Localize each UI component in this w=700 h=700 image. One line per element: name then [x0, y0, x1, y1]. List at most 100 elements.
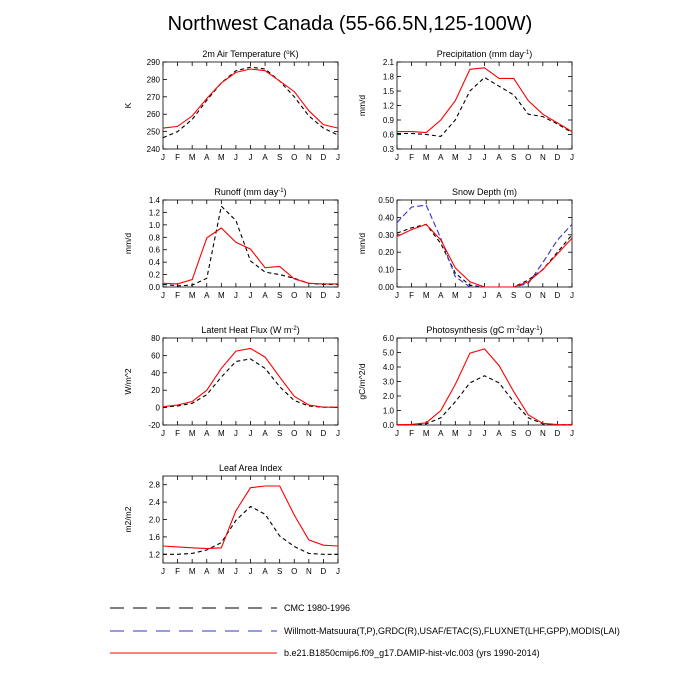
series-line-model: [162, 347, 338, 408]
y-tick-label: 0.4: [149, 258, 161, 267]
x-tick-label: A: [496, 429, 502, 438]
series-line-model: [396, 348, 573, 426]
x-tick-label: J: [483, 429, 487, 438]
x-tick-label: J: [249, 567, 253, 576]
series-line-obs: [396, 375, 572, 426]
x-tick-label: J: [161, 567, 165, 576]
x-tick-label: O: [291, 291, 297, 300]
x-tick-label: S: [277, 567, 282, 576]
panel-precipitation-mm-day-1: Precipitation (mm day-1) 0.3 0.6 0.9 1.2 1.5 1…: [357, 49, 574, 162]
y-tick-label: 20: [151, 386, 160, 395]
y-tick-label: 1.2: [149, 208, 161, 217]
panel-title: 2m Air Temperature (oK): [202, 49, 298, 59]
x-tick-label: J: [468, 429, 472, 438]
x-tick-label: M: [423, 153, 430, 162]
y-axis-label: mm/d: [357, 233, 367, 255]
x-tick-label: F: [409, 291, 414, 300]
x-tick-label: S: [277, 291, 282, 300]
x-tick-label: O: [291, 567, 297, 576]
x-tick-label: S: [511, 291, 516, 300]
x-tick-label: J: [483, 291, 487, 300]
series-line-obs: [162, 66, 339, 139]
x-tick-label: A: [496, 153, 502, 162]
x-tick-label: J: [570, 291, 574, 300]
x-tick-label: F: [175, 291, 180, 300]
x-tick-label: D: [555, 429, 561, 438]
x-tick-label: S: [511, 429, 516, 438]
x-tick-label: M: [189, 291, 196, 300]
series-line-model: [162, 227, 338, 285]
x-tick-label: N: [306, 567, 312, 576]
panel-title: Runoff (mm day-1): [214, 187, 286, 197]
plot-frame: [396, 61, 573, 150]
x-tick-label: F: [175, 153, 180, 162]
x-tick-label: N: [306, 153, 312, 162]
x-tick-label: F: [175, 429, 180, 438]
x-tick-label: O: [525, 291, 531, 300]
y-axis-label: gC/m^2/d: [357, 363, 367, 399]
y-tick-label: 0.0: [383, 421, 395, 430]
x-tick-label: A: [204, 567, 210, 576]
series-line-obs: [396, 223, 573, 288]
y-tick-label: 2.8: [149, 481, 161, 490]
y-tick-label: 3.0: [383, 378, 395, 387]
x-tick-label: M: [189, 567, 196, 576]
y-tick-label: 0.10: [378, 266, 394, 275]
x-tick-label: A: [262, 567, 268, 576]
y-tick-label: 40: [151, 369, 160, 378]
y-tick-label: 1.2: [383, 102, 395, 111]
y-tick-label: 240: [147, 145, 161, 154]
series-line-obs2: [396, 204, 573, 288]
figure-title: Northwest Canada (55-66.5N,125-100W): [168, 13, 533, 35]
series-line-model: [162, 68, 339, 129]
x-tick-label: S: [277, 153, 282, 162]
legend-label: Willmott-Matsuura(T,P),GRDC(R),USAF/ETAC…: [284, 626, 620, 636]
x-tick-label: O: [525, 153, 531, 162]
x-tick-label: M: [218, 153, 225, 162]
panel-title: Precipitation (mm day-1): [437, 49, 532, 59]
panel-photosynthesis-gc-m-2day-1: Photosynthesis (gC m-2day-1) 0.0 1.0 2.0 3.0…: [357, 325, 574, 438]
x-tick-label: J: [234, 153, 238, 162]
panel-title: Latent Heat Flux (W m-2): [201, 325, 299, 335]
x-tick-label: J: [468, 291, 472, 300]
y-tick-label: 1.8: [383, 73, 395, 82]
x-tick-label: O: [291, 429, 297, 438]
y-tick-label: 0.9: [383, 116, 395, 125]
x-tick-label: M: [218, 291, 225, 300]
y-axis-label: mm/d: [123, 233, 133, 255]
y-tick-label: -20: [148, 421, 160, 430]
x-tick-label: D: [321, 291, 327, 300]
x-tick-label: J: [234, 291, 238, 300]
y-tick-label: 0.0: [149, 283, 161, 292]
plot-frame: [162, 199, 339, 288]
x-tick-label: J: [395, 429, 399, 438]
x-tick-label: J: [483, 153, 487, 162]
y-tick-label: 4.0: [383, 363, 395, 372]
y-tick-label: 60: [151, 351, 160, 360]
x-tick-label: M: [218, 429, 225, 438]
x-tick-label: J: [249, 291, 253, 300]
plot-frame: [396, 199, 573, 288]
x-tick-label: D: [555, 153, 561, 162]
y-tick-label: 1.5: [383, 87, 395, 96]
panel-title: Snow Depth (m): [452, 187, 517, 197]
x-tick-label: A: [204, 429, 210, 438]
x-tick-label: J: [468, 153, 472, 162]
x-tick-label: A: [204, 153, 210, 162]
x-tick-label: J: [570, 429, 574, 438]
x-tick-label: J: [161, 153, 165, 162]
x-tick-label: M: [452, 291, 459, 300]
x-tick-label: M: [452, 429, 459, 438]
x-tick-label: A: [438, 429, 444, 438]
y-tick-label: 0: [156, 404, 161, 413]
x-tick-label: J: [336, 567, 340, 576]
x-tick-label: J: [249, 429, 253, 438]
x-tick-label: O: [525, 429, 531, 438]
x-tick-label: J: [336, 153, 340, 162]
x-tick-label: D: [321, 567, 327, 576]
x-tick-label: D: [555, 291, 561, 300]
x-tick-label: S: [511, 153, 516, 162]
y-tick-label: 0.50: [378, 196, 394, 205]
y-axis-label: mm/d: [357, 95, 367, 117]
